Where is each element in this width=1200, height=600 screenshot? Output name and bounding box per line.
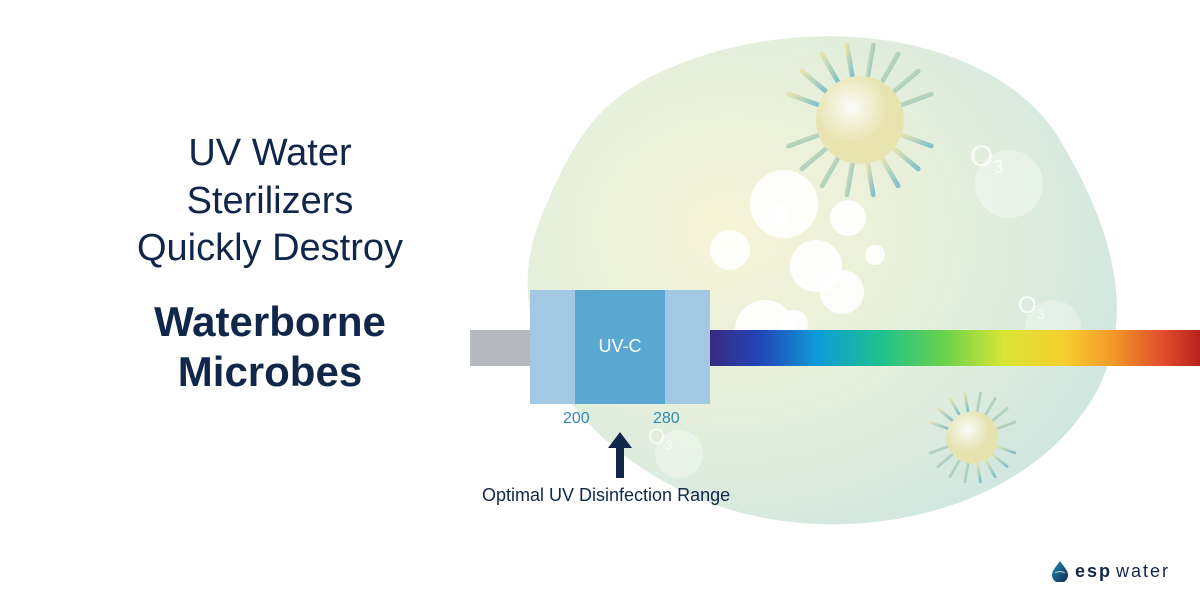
logo-text-water: water — [1116, 561, 1170, 582]
water-drop-icon — [1049, 560, 1071, 582]
illustration: O3 O3 O3 UV-C 200 280 Optimal UV Disinfect… — [470, 0, 1200, 600]
spectrum-visible-gradient — [710, 330, 1200, 366]
uvc-box-inner: UV-C — [575, 290, 665, 404]
virus-icon — [925, 390, 1020, 485]
bubble — [710, 230, 750, 270]
spectrum-bar: UV-C 200 280 — [470, 330, 1200, 366]
uvc-label: UV-C — [575, 336, 665, 357]
bubble — [865, 245, 885, 265]
heading-block: UV WaterSterilizersQuickly Destroy Water… — [80, 130, 460, 397]
logo-text-esp: esp — [1075, 561, 1112, 582]
annotation-caption: Optimal UV Disinfection Range — [482, 485, 730, 506]
ozone-label: O3 — [1018, 292, 1045, 323]
ozone-label: O3 — [970, 140, 1003, 178]
wavelength-start: 200 — [563, 410, 590, 428]
bubble — [770, 205, 790, 225]
heading-light: UV WaterSterilizersQuickly Destroy — [80, 130, 460, 273]
wavelength-end: 280 — [653, 410, 680, 428]
annotation-arrow-icon — [605, 430, 635, 480]
ozone-label: O3 — [648, 424, 672, 452]
bubble — [750, 170, 818, 238]
bubble — [820, 270, 864, 314]
heading-bold: WaterborneMicrobes — [80, 297, 460, 398]
bubble — [830, 200, 866, 236]
brand-logo: esp water — [1049, 560, 1170, 582]
